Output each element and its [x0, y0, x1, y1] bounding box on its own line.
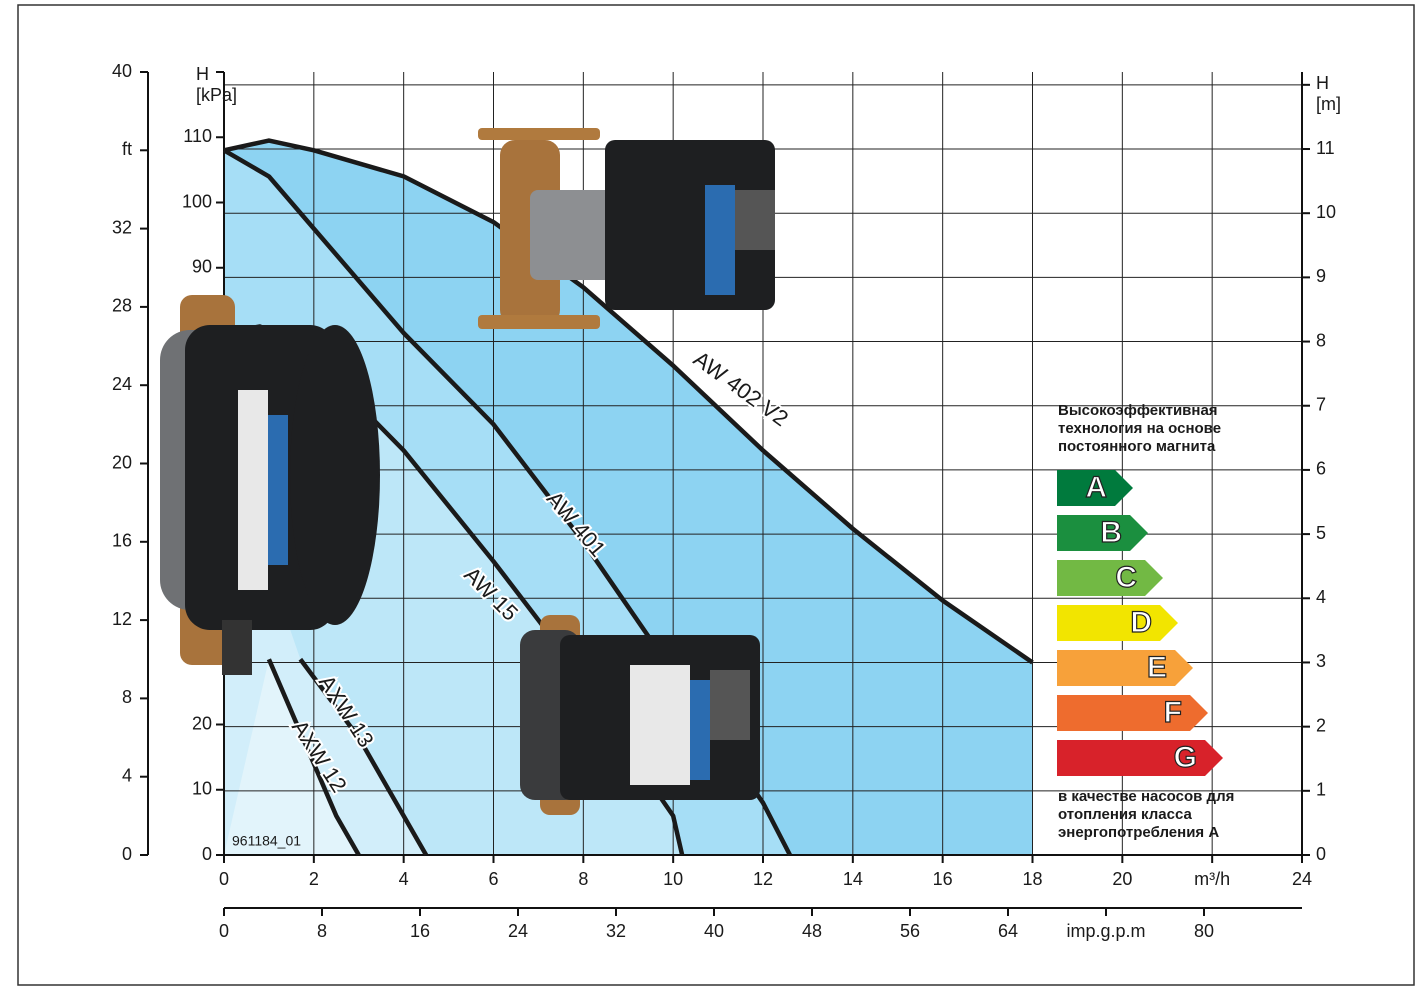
energy-class — [1057, 740, 1223, 776]
x-tick-label: 8 — [578, 869, 588, 889]
energy-letter: A — [1085, 471, 1107, 504]
x-tick-label: 12 — [753, 869, 773, 889]
energy-letter: B — [1100, 516, 1122, 549]
y2-tick-label: 7 — [1316, 394, 1326, 414]
code: 961184_01 — [232, 833, 301, 849]
energy-letter: C — [1115, 561, 1137, 594]
y2-tick-label: 4 — [1316, 587, 1326, 607]
gpm-tick-label: 24 — [508, 921, 528, 941]
energy-class — [1057, 605, 1178, 641]
y2-tick-label: 1 — [1316, 780, 1326, 800]
y-tick-label: 90 — [192, 257, 212, 277]
gpm-tick-label: 48 — [802, 921, 822, 941]
x-tick-label: 4 — [399, 869, 409, 889]
energy-class — [1057, 560, 1163, 596]
y-tick-label: 0 — [202, 844, 212, 864]
gpm-tick-label: 64 — [998, 921, 1018, 941]
y2-axis-title: H [m] — [1316, 72, 1341, 114]
ft-tick-label: 16 — [112, 531, 132, 551]
x-tick-label: 6 — [488, 869, 498, 889]
energy-class — [1057, 695, 1208, 731]
gpm-tick-label: 16 — [410, 921, 430, 941]
gpm-tick-label: 80 — [1194, 921, 1214, 941]
ft-tick-label: 8 — [122, 687, 132, 707]
y2-tick-label: 6 — [1316, 459, 1326, 479]
gpm-tick-label: 32 — [606, 921, 626, 941]
energy-letter: E — [1147, 651, 1167, 684]
x-tick-label: 24 — [1292, 869, 1312, 889]
x-tick-label: 0 — [219, 869, 229, 889]
y-axis-title: H [kPa] — [196, 64, 238, 105]
y-tick-label: 110 — [183, 126, 212, 146]
x-tick-label: 14 — [843, 869, 863, 889]
ft-tick-label: 12 — [112, 609, 132, 629]
energy-title: Высокоэффективная технология на основе п… — [1058, 402, 1222, 455]
y2-tick-label: 3 — [1316, 651, 1326, 671]
x-tick-label: 10 — [663, 869, 683, 889]
y2-tick-label: 2 — [1316, 715, 1326, 735]
x-tick-label: 18 — [1022, 869, 1042, 889]
y2-tick-label: 8 — [1316, 330, 1326, 350]
frame — [17, 4, 1415, 986]
ft-tick-label: 32 — [112, 217, 132, 237]
y2-tick-label: 11 — [1316, 138, 1335, 158]
x-tick-label: 16 — [933, 869, 953, 889]
energy-letter: D — [1130, 606, 1152, 639]
y-tick-label: 100 — [182, 191, 212, 211]
y-tick-label: 10 — [192, 779, 212, 799]
pump-small — [160, 295, 380, 675]
y2-tick-label: 10 — [1316, 202, 1336, 222]
pump-curve — [266, 658, 361, 857]
energy-class — [1057, 515, 1148, 551]
x-tick-label: m³/h — [1194, 869, 1230, 889]
x-tick-label: 20 — [1112, 869, 1132, 889]
y2-tick-label: 0 — [1316, 844, 1326, 864]
area — [224, 659, 359, 855]
ft-tick-label: 0 — [122, 844, 132, 864]
energy-letter: G — [1174, 741, 1197, 774]
ft-tick-label: 4 — [122, 765, 132, 785]
energy-letter: F — [1164, 696, 1182, 729]
ft-tick-label: 40 — [112, 61, 132, 81]
ft-tick-label: 20 — [112, 452, 132, 472]
energy-class — [1057, 650, 1193, 686]
pump-medium — [520, 615, 760, 815]
gpm-tick-label: 0 — [219, 921, 229, 941]
ft-tick-label: 24 — [112, 374, 132, 394]
y-tick-label: 20 — [192, 713, 212, 733]
x-tick-label: 2 — [309, 869, 319, 889]
energy-class — [1057, 470, 1133, 506]
ft-tick-label: 28 — [112, 296, 132, 316]
energy-footer: в качестве насосов для отопления класса … — [1058, 788, 1235, 841]
pump-curve — [223, 138, 1034, 665]
gpm-tick-label: 56 — [900, 921, 920, 941]
pump-large — [478, 128, 775, 329]
gpm-tick-label: 40 — [704, 921, 724, 941]
ft-tick-label: ft — [122, 139, 132, 159]
y2-tick-label: 9 — [1316, 266, 1326, 286]
gpm-tick-label: 8 — [317, 921, 327, 941]
y2-tick-label: 5 — [1316, 523, 1326, 543]
gpm-tick-label: imp.g.p.m — [1066, 921, 1145, 941]
